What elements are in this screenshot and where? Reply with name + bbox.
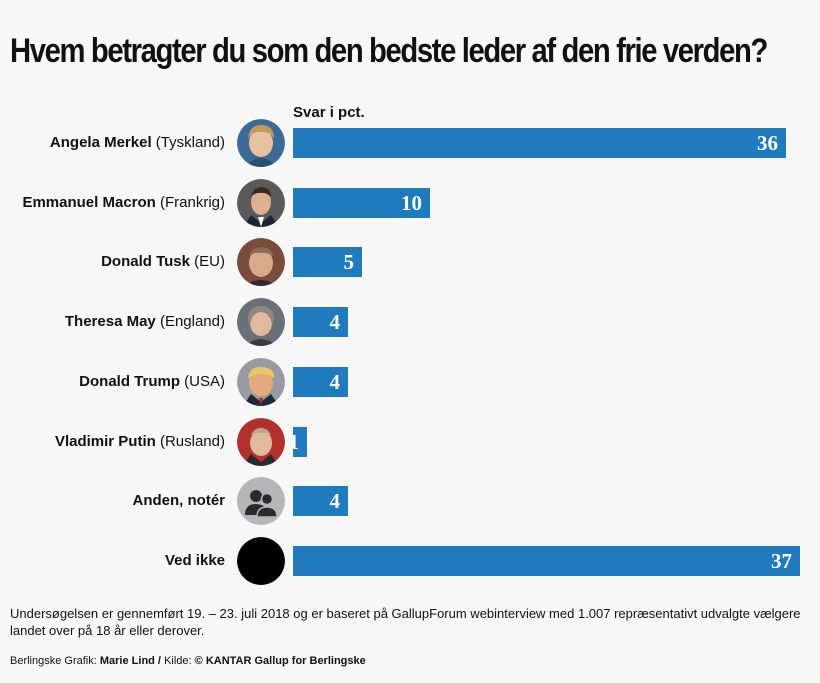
category-label: Angela Merkel (Tyskland) [50,134,225,151]
portrait-avatar [237,358,285,406]
category-country: (England) [155,313,225,330]
category-country: (Tyskland) [151,134,225,151]
bar: 10 [293,188,430,218]
category-label: Emmanuel Macron (Frankrig) [22,194,225,211]
portrait-avatar [237,179,285,227]
category-name: Emmanuel Macron [22,194,156,211]
portrait-avatar [237,238,285,286]
category-name: Ved ikke [164,552,225,569]
category-country: (EU) [190,253,225,270]
credit-source: © KANTAR Gallup for Berlingske [194,655,366,667]
category-country: (USA) [180,373,225,390]
data-label: 5 [343,250,355,274]
category-country: (Frankrig) [155,194,225,211]
category-name: Donald Trump [79,373,180,390]
category-label: Donald Trump (USA) [79,373,225,390]
portrait-avatar [237,119,285,167]
data-label: 1 [288,430,300,454]
bar: 4 [293,486,348,516]
unit-label: Svar i pct. [293,104,365,121]
placeholder-avatar [237,537,285,585]
category-label: Vladimir Putin (Rusland) [55,433,225,450]
category-label: Donald Tusk (EU) [101,253,225,270]
footnote: Undersøgelsen er gennemført 19. – 23. ju… [10,606,801,638]
data-label: 4 [329,370,341,394]
category-name: Theresa May [64,313,156,330]
credit-source-prefix: Kilde: [164,655,192,667]
credit-line: Berlingske Grafik: Marie Lind / Kilde: ©… [10,655,366,667]
category-label: Theresa May (England) [65,313,225,330]
portrait-avatar [237,418,285,466]
data-label: 4 [329,310,341,334]
data-label: 10 [401,191,422,215]
category-label: Ved ikke [165,552,225,569]
credit-author: Marie Lind / [99,655,161,667]
bar: 4 [293,367,348,397]
bar: 4 [293,307,348,337]
data-label: 37 [771,549,792,573]
credit-prefix: Berlingske Grafik: [10,655,97,667]
data-label: 36 [757,131,778,155]
category-name: Vladimir Putin [54,433,156,450]
category-name: Anden, notér [132,492,226,509]
bar: 1 [289,427,307,457]
portrait-avatar [237,298,285,346]
bar: 5 [293,247,362,277]
bar: 36 [293,128,786,158]
people-icon [237,477,285,525]
category-label: Anden, notér [133,492,226,509]
category-country: (Rusland) [155,433,225,450]
bar: 37 [293,546,800,576]
category-name: Donald Tusk [101,253,190,270]
chart-title: Hvem betragter du som den bedste leder a… [10,32,768,70]
category-name: Angela Merkel [49,134,152,151]
data-label: 4 [329,489,341,513]
